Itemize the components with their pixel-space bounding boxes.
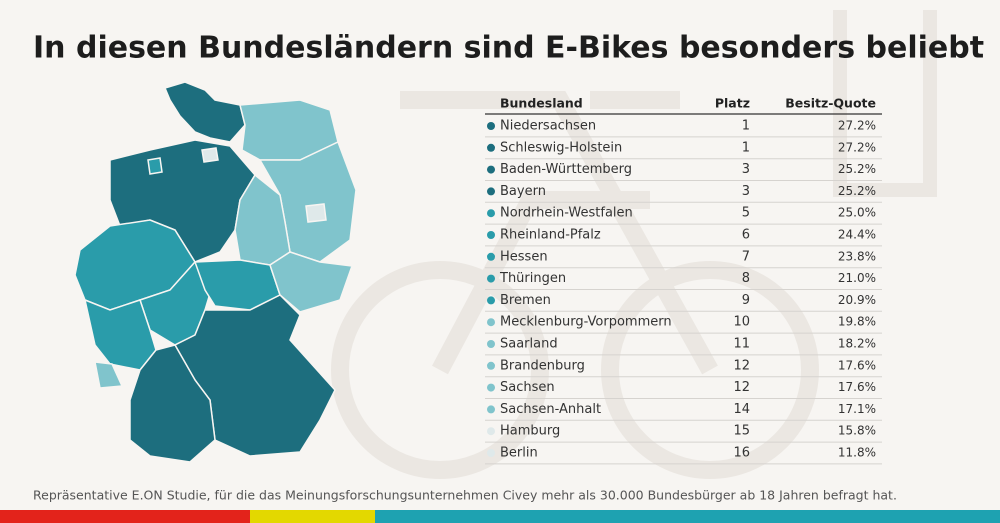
row-quote: 17.6% (838, 380, 876, 394)
row-rank: 9 (742, 293, 750, 308)
row-quote: 27.2% (838, 140, 876, 154)
row-rank: 10 (733, 315, 750, 330)
row-rank: 6 (742, 228, 750, 243)
row-name: Mecklenburg-Vorpommern (500, 315, 672, 330)
row-quote: 25.2% (838, 184, 876, 198)
row-rank: 12 (733, 358, 750, 373)
row-name: Berlin (500, 446, 538, 461)
row-rank: 1 (742, 140, 750, 155)
row-dot (487, 449, 495, 457)
state-shape (201, 147, 219, 163)
row-quote: 17.6% (838, 358, 876, 372)
row-dot (487, 296, 495, 305)
row-dot (487, 383, 495, 392)
state-shape (94, 361, 124, 389)
row-name: Sachsen (500, 380, 555, 395)
row-rank: 16 (733, 446, 750, 461)
row-rank: 15 (733, 424, 750, 439)
row-rank: 8 (742, 271, 750, 286)
row-dot (487, 274, 495, 283)
row-dot (487, 427, 495, 436)
row-name: Thüringen (499, 271, 566, 286)
row-name: Brandenburg (500, 358, 585, 373)
row-dot (487, 405, 495, 414)
row-quote: 25.0% (838, 206, 876, 220)
row-rank: 12 (733, 380, 750, 395)
row-rank: 14 (733, 402, 750, 417)
row-dot (487, 252, 495, 261)
row-dot (487, 143, 495, 152)
row-rank: 11 (733, 337, 750, 352)
color-bar (250, 510, 375, 523)
row-quote: 27.2% (838, 119, 876, 133)
color-bar (0, 510, 250, 523)
column-header: Besitz-Quote (785, 96, 876, 111)
row-quote: 23.8% (838, 249, 876, 263)
state-shape (147, 157, 163, 175)
row-quote: 18.2% (838, 337, 876, 351)
row-name: Hamburg (500, 424, 560, 439)
state-shape (305, 203, 327, 223)
row-quote: 17.1% (838, 402, 876, 416)
row-rank: 5 (742, 206, 750, 221)
row-dot (487, 187, 495, 196)
row-dot (487, 209, 495, 218)
row-rank: 3 (742, 184, 750, 199)
title: In diesen Bundesländern sind E-Bikes bes… (33, 31, 984, 66)
state-shape (163, 81, 246, 143)
row-quote: 20.9% (838, 293, 876, 307)
row-dot (487, 165, 495, 174)
row-rank: 7 (742, 249, 750, 264)
row-name: Baden-Württemberg (500, 162, 632, 177)
row-name: Sachsen-Anhalt (500, 402, 601, 417)
row-dot (487, 122, 495, 130)
row-quote: 25.2% (838, 162, 876, 176)
row-name: Schleswig-Holstein (500, 140, 622, 155)
state-shape (129, 344, 216, 463)
row-dot (487, 340, 495, 348)
row-name: Nordrhein-Westfalen (500, 206, 633, 221)
bike-backdrop (331, 10, 937, 479)
map (74, 81, 357, 463)
column-header: Platz (715, 96, 750, 111)
color-bar (375, 510, 1000, 523)
row-rank: 1 (742, 119, 750, 134)
row-quote: 24.4% (838, 228, 876, 242)
row-name: Hessen (500, 249, 548, 264)
row-dot (487, 318, 495, 327)
row-dot (487, 231, 495, 239)
row-quote: 11.8% (838, 446, 876, 460)
row-dot (487, 361, 495, 370)
row-quote: 21.0% (838, 271, 876, 285)
row-quote: 19.8% (838, 315, 876, 329)
row-name: Niedersachsen (500, 119, 596, 134)
ranking-table: Bundesland Platz Besitz-Quote Niedersach… (485, 96, 882, 465)
row-name: Saarland (500, 337, 558, 352)
column-header: Bundesland (500, 96, 583, 111)
row-name: Rheinland-Pfalz (500, 228, 601, 243)
row-name: Bremen (500, 293, 551, 308)
row-quote: 15.8% (838, 424, 876, 438)
footnote: Repräsentative E.ON Studie, für die das … (33, 488, 897, 503)
row-rank: 3 (742, 162, 750, 177)
row-name: Bayern (500, 184, 546, 199)
